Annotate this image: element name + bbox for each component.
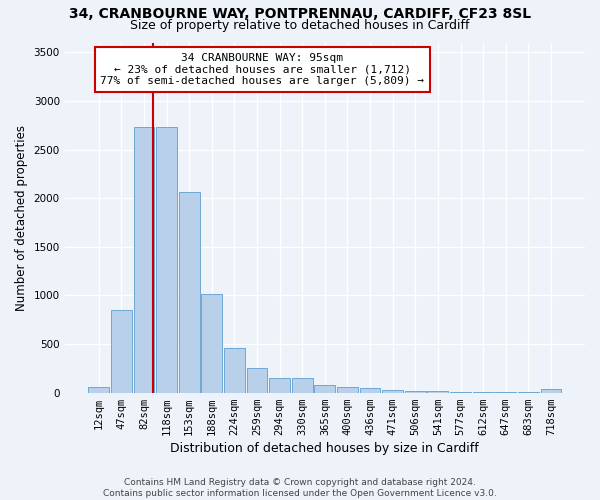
Y-axis label: Number of detached properties: Number of detached properties [15, 124, 28, 310]
Text: 34 CRANBOURNE WAY: 95sqm
← 23% of detached houses are smaller (1,712)
77% of sem: 34 CRANBOURNE WAY: 95sqm ← 23% of detach… [100, 53, 424, 86]
Bar [202, 294, 222, 392]
Bar [337, 388, 358, 392]
Bar [224, 348, 245, 393]
Bar [88, 388, 109, 392]
Bar [314, 386, 335, 392]
Bar [156, 127, 177, 392]
Bar [359, 388, 380, 392]
Bar [382, 390, 403, 392]
Bar [111, 310, 132, 392]
Bar [134, 127, 154, 392]
Bar [179, 192, 200, 392]
Bar [247, 368, 268, 392]
Bar [292, 378, 313, 392]
Bar [541, 390, 562, 392]
Text: Size of property relative to detached houses in Cardiff: Size of property relative to detached ho… [130, 18, 470, 32]
Bar [427, 391, 448, 392]
Bar [269, 378, 290, 392]
X-axis label: Distribution of detached houses by size in Cardiff: Distribution of detached houses by size … [170, 442, 479, 455]
Text: Contains HM Land Registry data © Crown copyright and database right 2024.
Contai: Contains HM Land Registry data © Crown c… [103, 478, 497, 498]
Text: 34, CRANBOURNE WAY, PONTPRENNAU, CARDIFF, CF23 8SL: 34, CRANBOURNE WAY, PONTPRENNAU, CARDIFF… [69, 8, 531, 22]
Bar [405, 390, 425, 392]
